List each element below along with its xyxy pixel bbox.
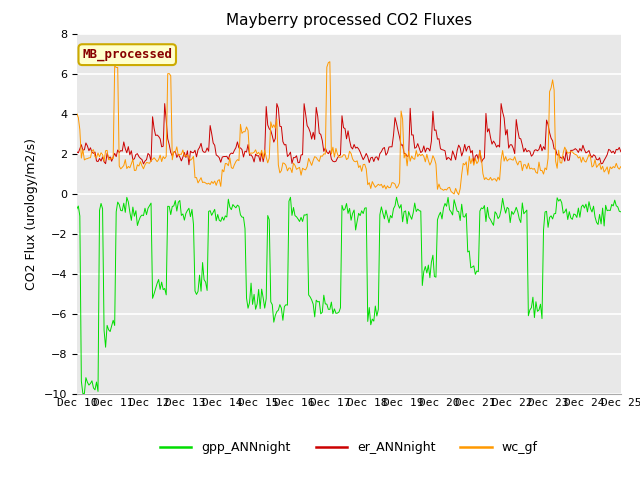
- Legend: gpp_ANNnight, er_ANNnight, wc_gf: gpp_ANNnight, er_ANNnight, wc_gf: [155, 436, 543, 459]
- Text: MB_processed: MB_processed: [82, 48, 172, 61]
- Y-axis label: CO2 Flux (urology/m2/s): CO2 Flux (urology/m2/s): [25, 138, 38, 289]
- Title: Mayberry processed CO2 Fluxes: Mayberry processed CO2 Fluxes: [226, 13, 472, 28]
